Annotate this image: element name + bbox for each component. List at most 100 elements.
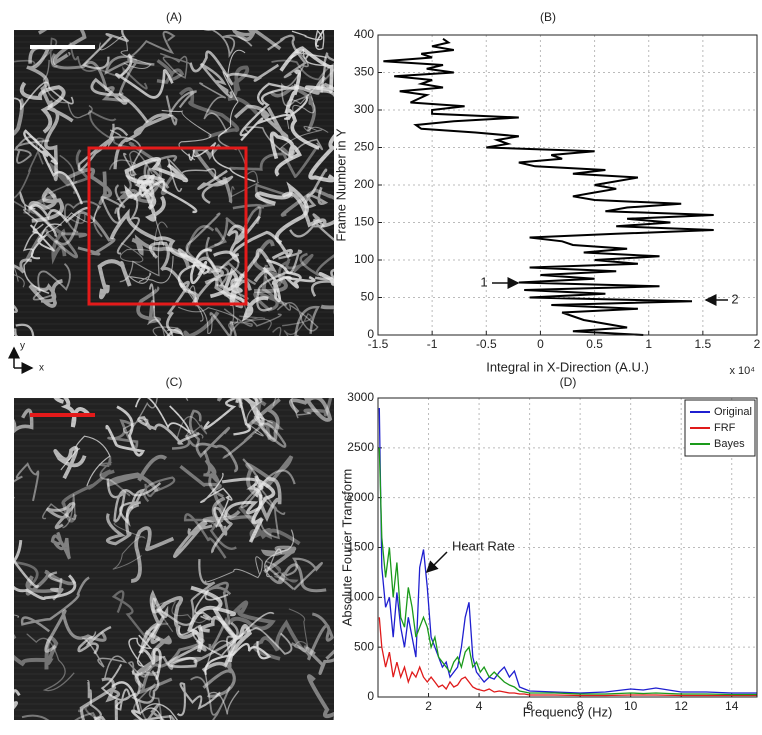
y-tick-label: 1500 [347,540,374,554]
vessel [240,458,296,509]
legend-label: Original [714,406,752,418]
vessel [108,150,153,186]
vessel [229,273,245,307]
chart-title: (B) [540,10,556,24]
vessel [109,129,143,177]
vessel [138,623,162,681]
vessel [258,398,263,401]
x-tick-label: 2 [425,699,432,713]
vessel [136,286,162,324]
vessel [109,208,186,259]
vessel [23,129,84,205]
vessel [185,212,257,286]
vessel [172,520,213,558]
vessel [19,81,66,134]
vessel [255,477,282,522]
vessel [303,398,333,417]
vessel [107,454,168,493]
vessel [252,619,308,661]
annotation: 2 [731,291,738,306]
vessel [253,239,288,294]
vessel [41,205,100,239]
annotation: Heart Rate [452,538,515,553]
y-tick-label: 400 [354,27,374,41]
vessel [140,703,179,720]
vessel [232,183,293,210]
vessel [86,679,102,720]
vessel [203,450,224,498]
y-tick-label: 250 [354,140,374,154]
vessel [231,30,282,51]
vessel [104,55,155,96]
x-tick-label: 0.5 [586,337,603,351]
vessel [81,30,130,70]
y-tick-label: 150 [354,215,374,229]
vessel [14,560,39,587]
vessel [178,611,275,657]
vessel [266,259,316,289]
vessel [50,53,130,103]
vessel [281,48,310,107]
axis-indicator: y [20,341,25,352]
vessel [99,35,152,70]
vessel [50,531,72,560]
vessel [223,308,282,333]
vessel [254,181,309,245]
vessel [133,683,162,720]
vessel [199,62,233,98]
vessel [119,488,146,527]
legend-label: FRF [714,422,736,434]
vessel [48,149,91,194]
legend-label: Bayes [714,438,745,450]
vessel [79,677,121,720]
vessel [82,631,128,679]
vessel [284,69,320,150]
vessel [269,131,302,177]
vessel [122,398,189,434]
annotation-arrow [425,551,448,574]
vessel [38,30,87,66]
vessel [119,221,168,263]
vessel [131,234,190,268]
vessel [127,661,159,678]
vessel [209,312,237,336]
vessel [112,521,146,570]
vessel [203,581,232,650]
vessel [143,154,178,193]
y-tick-label: 0 [367,689,374,703]
vessel [95,699,118,720]
vessel [210,506,234,554]
vessel [111,590,169,641]
vessel [147,319,179,336]
vessel [87,109,144,151]
vessel [90,77,149,124]
x-axis-label: Integral in X-Direction (A.U.) [486,359,649,374]
vessel [134,398,192,436]
vessel [14,462,40,502]
vessel [22,223,62,294]
plot-frame [377,34,758,336]
panel-label: (C) [166,375,183,389]
vessel [148,283,185,336]
vessel [166,277,218,315]
vessel [14,136,50,164]
vessel [272,312,313,336]
vessel [265,560,299,583]
vessel [308,133,334,183]
vessel [305,644,334,675]
y-tick-label: 300 [354,102,374,116]
vessel [14,558,40,588]
vessel [260,545,297,574]
plot-frame [377,397,758,698]
vessel [199,82,237,151]
vessel [262,266,293,303]
y-axis-label: Frame Number in Y [333,128,348,242]
y-tick-label: 500 [354,639,374,653]
vessel [177,248,210,291]
vessel [14,137,45,214]
x-tick-label: 14 [725,699,739,713]
vessel [105,405,145,457]
vessel [14,81,74,110]
vessel [197,169,234,205]
vessel [269,84,317,132]
